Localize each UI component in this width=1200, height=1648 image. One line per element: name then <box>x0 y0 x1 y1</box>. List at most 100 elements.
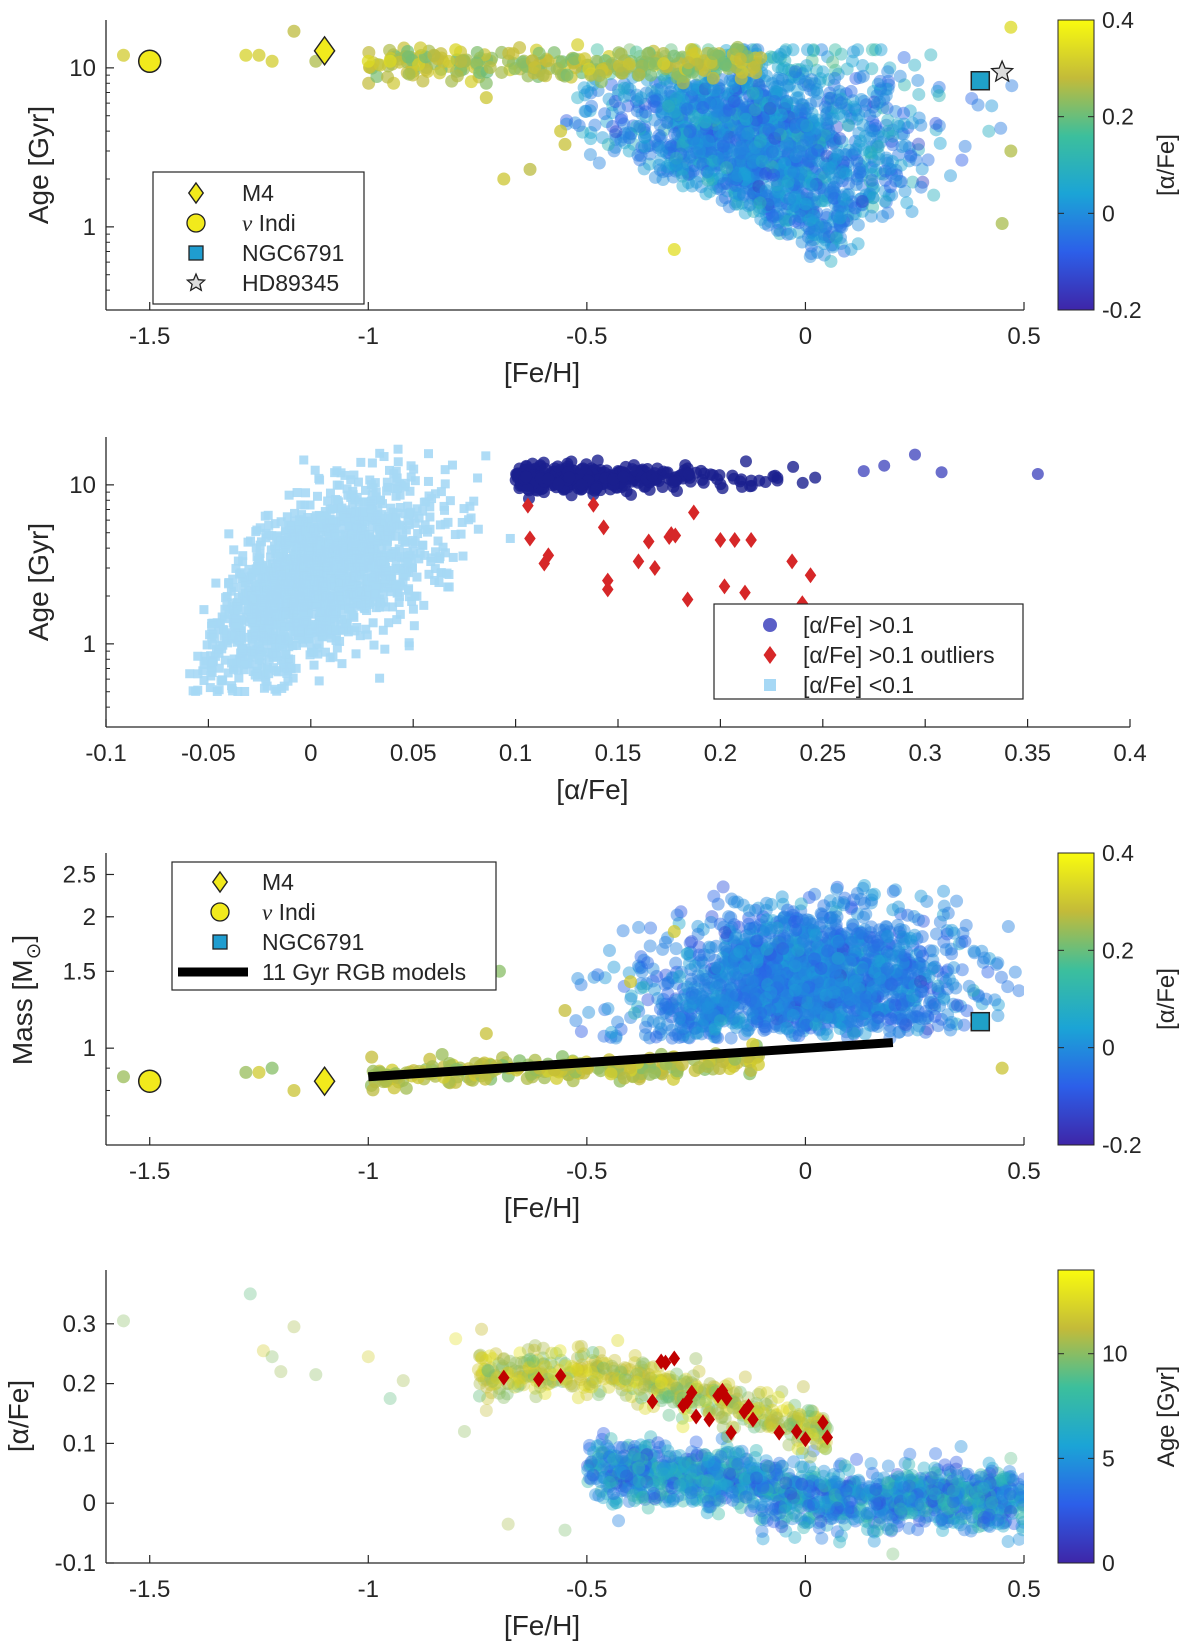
star-point <box>817 1008 831 1022</box>
star-point <box>771 60 785 74</box>
low-alpha-point <box>333 547 343 557</box>
low-alpha-point <box>285 614 295 624</box>
star-point <box>751 145 765 159</box>
low-alpha-point <box>242 632 252 642</box>
star-point <box>560 68 574 82</box>
low-alpha-point <box>213 625 223 635</box>
star-point <box>877 977 891 991</box>
star-point <box>760 189 774 203</box>
star-point <box>783 192 797 206</box>
star-point <box>709 939 723 953</box>
star-point <box>791 1012 805 1026</box>
star-point <box>776 994 790 1008</box>
star-point <box>760 192 774 206</box>
star-point <box>687 109 701 123</box>
low-alpha-point <box>436 487 446 497</box>
star-point <box>798 197 812 211</box>
star-point <box>850 112 864 126</box>
star-point <box>832 107 846 121</box>
low-alpha-point <box>265 625 275 635</box>
low-alpha-point <box>406 554 416 564</box>
star-point <box>783 165 797 179</box>
star-point <box>683 167 697 181</box>
star-point <box>794 210 808 224</box>
star-point <box>752 192 766 206</box>
low-alpha-point <box>248 631 258 641</box>
star-point <box>862 990 876 1004</box>
star-point <box>741 939 755 953</box>
star-point <box>756 171 770 185</box>
star-point <box>764 122 778 136</box>
star-point <box>825 133 839 147</box>
star-point <box>822 1005 836 1019</box>
star-point <box>751 195 765 209</box>
star-point <box>878 927 892 941</box>
star-point <box>823 185 837 199</box>
star-point <box>818 174 832 188</box>
star-point <box>842 977 856 991</box>
star-point <box>780 129 794 143</box>
star-point <box>916 175 930 189</box>
star-point <box>817 228 831 242</box>
low-alpha-point <box>253 660 263 670</box>
star-point <box>826 101 840 115</box>
star-point <box>670 118 684 132</box>
star-point <box>775 73 789 87</box>
star-point <box>739 149 753 163</box>
low-alpha-point <box>270 634 280 644</box>
star-point <box>733 151 747 165</box>
star-point <box>536 68 550 82</box>
star-point <box>851 944 865 958</box>
star-point <box>744 159 758 173</box>
star-point <box>874 952 888 966</box>
star-point <box>728 97 742 111</box>
star-point <box>883 925 897 939</box>
low-alpha-point <box>199 660 209 670</box>
star-point <box>994 121 1008 135</box>
low-alpha-point <box>283 560 293 570</box>
star-point <box>769 115 783 129</box>
star-point <box>777 962 791 976</box>
star-point <box>571 91 585 105</box>
star-point <box>707 129 721 143</box>
star-point <box>753 196 767 210</box>
star-point <box>830 93 844 107</box>
star-point <box>778 102 792 116</box>
low-alpha-point <box>166 0 175 9</box>
star-point <box>771 73 785 87</box>
star-point <box>817 963 831 977</box>
star-point <box>643 139 657 153</box>
low-alpha-point <box>272 532 282 542</box>
star-point <box>746 985 760 999</box>
low-alpha-point <box>418 506 428 516</box>
star-point <box>775 167 789 181</box>
star-point <box>703 145 717 159</box>
star-point <box>853 165 867 179</box>
star-point <box>675 89 689 103</box>
star-point <box>783 137 797 151</box>
star-point <box>760 101 774 115</box>
star-point <box>768 963 782 977</box>
low-alpha-point <box>364 530 374 540</box>
star-point <box>713 158 727 172</box>
star-point <box>811 956 825 970</box>
star-point <box>901 983 915 997</box>
star-point <box>785 111 799 125</box>
star-point <box>804 124 818 138</box>
low-alpha-point <box>193 669 203 679</box>
low-alpha-point <box>301 526 311 536</box>
low-alpha-point <box>337 614 347 624</box>
star-point <box>721 992 735 1006</box>
star-point <box>729 83 743 97</box>
low-alpha-point <box>391 491 401 501</box>
star-point <box>755 114 769 128</box>
star-point <box>785 132 799 146</box>
star-point <box>794 128 808 142</box>
star-point <box>711 964 725 978</box>
star-point <box>779 985 793 999</box>
star-point <box>782 110 796 124</box>
star-point <box>827 1005 841 1019</box>
star-point <box>868 118 882 132</box>
colorbar <box>1057 19 1095 311</box>
high-alpha-point <box>526 457 539 470</box>
